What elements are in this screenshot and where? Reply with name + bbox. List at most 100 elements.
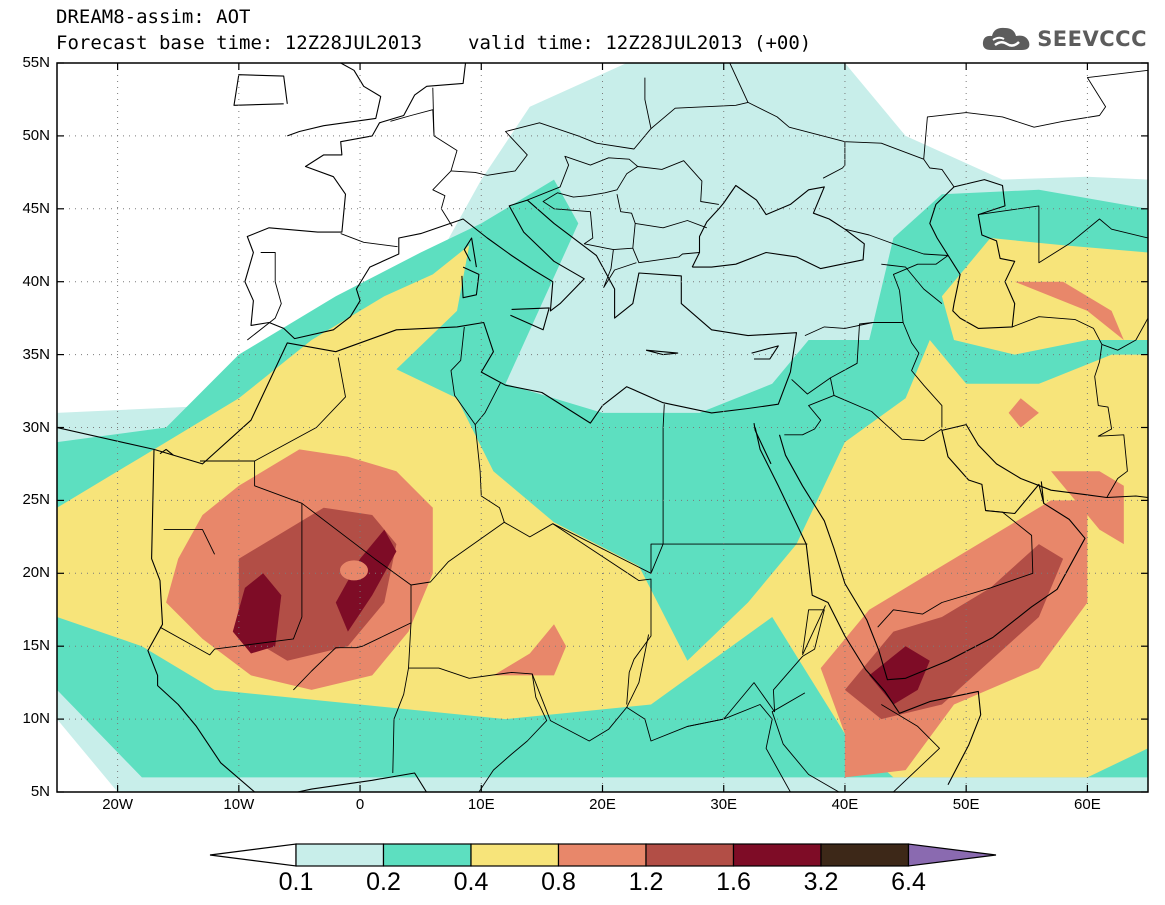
border-39 (923, 69, 1148, 160)
border-24 (1012, 316, 1128, 498)
border-38 (844, 141, 955, 188)
lat-tick-label: 45N (22, 199, 50, 217)
border-16 (877, 510, 1034, 628)
borders (159, 63, 1148, 792)
border-34 (632, 248, 700, 264)
coastline-15 (159, 448, 174, 456)
lon-tick-label: 10E (467, 796, 495, 813)
brand-logo: SEEVCCC (981, 24, 1147, 54)
lon-tick-label: 30E (710, 796, 738, 813)
colorbar-level-label: 1.6 (716, 868, 751, 896)
border-4 (410, 382, 505, 586)
coastline-11 (751, 345, 779, 360)
time-line: Forecast base time: 12Z28JUL2013 valid ti… (56, 32, 811, 54)
cloud-icon (983, 27, 1030, 50)
border-27 (340, 233, 398, 248)
border-21 (892, 255, 949, 291)
lon-tick-label: 60E (1074, 796, 1101, 813)
coastline-13 (233, 74, 288, 106)
border-33 (635, 220, 707, 229)
border-31 (527, 155, 639, 251)
border-41 (881, 263, 943, 304)
border-35 (603, 249, 637, 288)
colorbar-box-0_8 (557, 843, 647, 867)
border-1 (254, 357, 346, 462)
lat-tick-label: 5N (30, 783, 50, 800)
colorbar-level-label: 3.2 (803, 868, 839, 896)
border-37 (728, 63, 749, 103)
lon-tick-label: 0 (355, 796, 365, 813)
coastline-0 (57, 63, 798, 465)
coastline-8 (461, 266, 480, 299)
colorbar-box-1_6 (732, 843, 822, 867)
border-32 (637, 160, 719, 205)
border-12 (626, 634, 650, 708)
border-30 (432, 87, 435, 136)
colorbar-under-arrow (209, 843, 297, 867)
aot-field (57, 63, 1148, 792)
colorbar-box-0_2 (382, 843, 472, 867)
coastlines (57, 63, 1148, 792)
border-14 (802, 605, 826, 656)
border-11 (531, 673, 791, 792)
border-25 (1101, 317, 1148, 351)
border-19 (833, 394, 943, 442)
colorbar-over-arrow (907, 843, 997, 867)
border-3 (293, 502, 412, 691)
valid-time: valid time: 12Z28JUL2013 (+00) (468, 32, 812, 54)
aot-region-hole (339, 560, 368, 581)
coastline-5 (691, 184, 865, 270)
lon-tick-label: 50E (952, 796, 980, 813)
colorbar-level-label: 1.2 (628, 868, 664, 896)
lat-tick-label: 10N (22, 710, 50, 728)
ticks (57, 62, 1148, 793)
colorbar (209, 843, 997, 867)
brand-name: SEEVCCC (1037, 27, 1147, 51)
lat-tick-label: 55N (22, 54, 50, 71)
coastline-4 (753, 423, 772, 465)
aot-region-0_8-7 (1014, 281, 1124, 340)
coastline-1 (147, 449, 428, 792)
colorbar-level-label: 6.4 (891, 868, 926, 896)
colorbar-level-label: 0.4 (453, 868, 489, 896)
border-40 (844, 228, 949, 256)
lat-tick-label: 30N (22, 418, 50, 436)
border-15 (771, 692, 940, 792)
border-0 (159, 460, 303, 656)
colorbar-box-1_2 (645, 843, 735, 867)
coastline-9 (510, 307, 550, 331)
aot-region-1_2-10 (238, 507, 397, 661)
map-title: DREAM8-assim: AOT (56, 6, 251, 28)
coastline-2 (754, 427, 982, 785)
border-26 (247, 252, 282, 341)
coastline-7 (463, 237, 477, 268)
border-22 (902, 322, 943, 428)
lat-tick-label: 40N (22, 272, 50, 290)
base-time: Forecast base time: 12Z28JUL2013 (56, 32, 423, 54)
lat-tick-label: 15N (22, 637, 50, 655)
lon-tick-label: 40E (831, 796, 859, 813)
lat-tick-label: 50N (22, 126, 50, 144)
border-13 (687, 609, 825, 727)
lat-tick-label: 35N (22, 345, 50, 363)
border-6 (504, 521, 652, 705)
border-23 (978, 205, 1148, 264)
colorbar-box-0_4 (470, 843, 560, 867)
aot-region-1_6-14 (869, 646, 930, 705)
lat-tick-label: 25N (22, 491, 50, 509)
border-20 (804, 322, 873, 337)
colorbar-box-3_2 (820, 843, 910, 867)
border-5 (450, 326, 476, 425)
colorbar-level-label: 0.1 (278, 868, 314, 896)
aot-region-0_8-9 (1008, 398, 1039, 428)
colorbar-level-label: 0.8 (541, 868, 576, 896)
aot-region-0_8-5 (493, 624, 567, 676)
border-28 (390, 109, 458, 227)
border-9 (392, 622, 412, 774)
coastline-14 (1040, 481, 1045, 504)
coastline-6 (929, 179, 1016, 329)
border-36 (650, 101, 846, 179)
coastline-10 (645, 349, 679, 356)
border-8 (650, 543, 808, 574)
